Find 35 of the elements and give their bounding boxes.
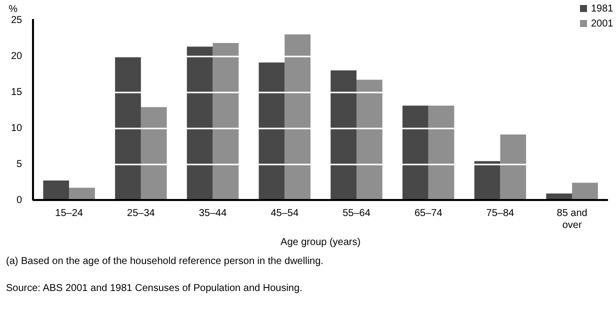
- source-note: Source: ABS 2001 and 1981 Censuses of Population and Housing.: [6, 283, 304, 294]
- bar: [356, 80, 382, 200]
- x-tick-label: 85 and over: [556, 208, 588, 231]
- bar: [140, 107, 167, 200]
- bar: [572, 182, 598, 200]
- bar: [284, 34, 310, 200]
- legend-label: 1981: [591, 3, 614, 14]
- x-tick-label: 65–74: [414, 208, 443, 219]
- legend-label: 2001: [591, 18, 614, 30]
- y-axis-title: %: [8, 4, 18, 15]
- x-tick-label: 45–54: [270, 208, 299, 219]
- text: (a) Based on the age of the household reference person in the dwelling.: [6, 256, 324, 267]
- bar: [474, 161, 500, 200]
- x-tick-label: 25–34: [127, 208, 156, 219]
- y-tick-label: 5: [16, 158, 23, 170]
- bar: [186, 46, 213, 200]
- x-tick-label: 75–84: [486, 208, 515, 219]
- bar: [330, 70, 356, 200]
- y-tick-label: 25: [11, 14, 23, 26]
- bar: [258, 62, 285, 200]
- bar: [428, 106, 454, 200]
- bar: [212, 43, 239, 200]
- bar: [43, 180, 70, 200]
- bar: [115, 56, 141, 200]
- x-axis-title: Age group (years): [280, 236, 361, 248]
- y-tick-label: 20: [11, 50, 23, 62]
- bar: [69, 188, 95, 200]
- y-tick-label: 10: [11, 122, 23, 134]
- x-tick-label: 15–24: [55, 208, 84, 219]
- y-tick-label: 15: [11, 86, 23, 98]
- bar: [500, 134, 526, 200]
- x-tick-label: 35–44: [198, 208, 228, 219]
- x-tick-label: 55–64: [342, 208, 371, 219]
- y-tick-label: 0: [16, 194, 23, 206]
- bar: [402, 106, 428, 200]
